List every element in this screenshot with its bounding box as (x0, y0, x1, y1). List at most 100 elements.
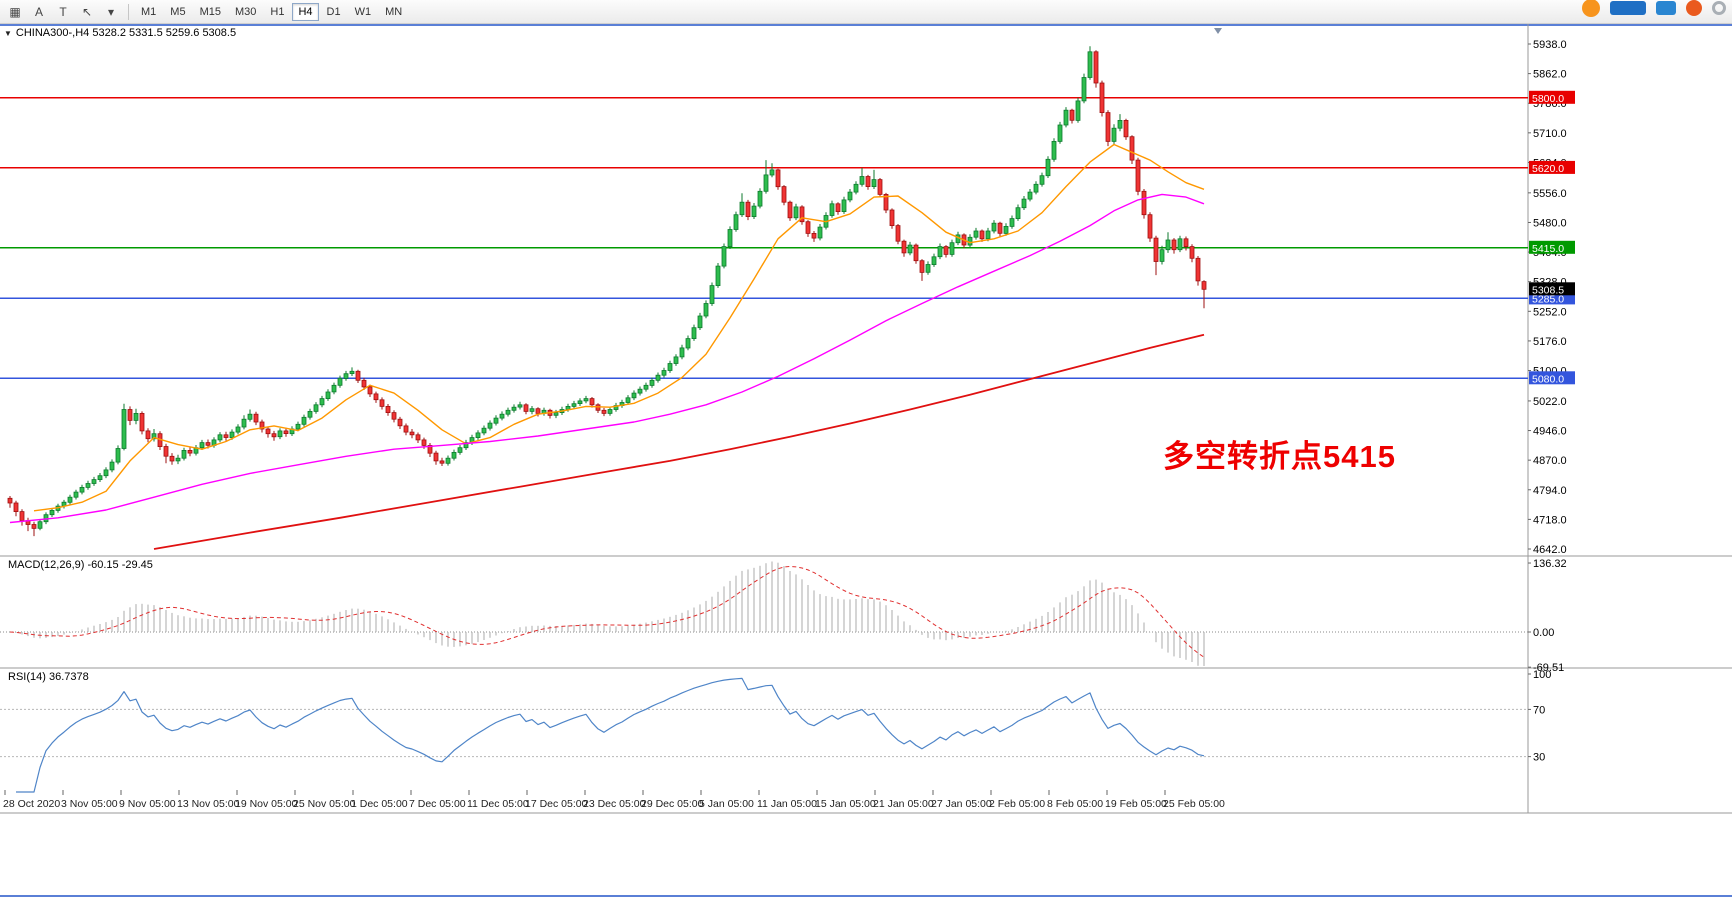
candle-body (1111, 127, 1117, 142)
chart-canvas[interactable]: 5938.05862.05786.05710.05634.05556.05480… (0, 24, 1732, 899)
candle-body (1183, 238, 1189, 248)
candle-body (571, 403, 577, 407)
candle-body (163, 446, 169, 457)
timeframe-w1-button[interactable]: W1 (349, 3, 378, 21)
candle-body (913, 244, 919, 262)
timeframe-d1-button[interactable]: D1 (321, 3, 347, 21)
candle-body (283, 430, 289, 434)
ma-fast-orange (33, 143, 1205, 512)
candle-body (247, 413, 253, 420)
candle-body (235, 426, 241, 433)
rsi-line (16, 677, 1205, 793)
candle-body (847, 191, 853, 201)
candle-body (625, 397, 631, 403)
candle-body (865, 176, 871, 188)
candle-body (931, 256, 937, 266)
date-label: 25 Feb 05:00 (1163, 798, 1225, 810)
candle-body (607, 409, 613, 414)
text-frame-tool-icon[interactable]: T (52, 2, 74, 22)
date-label: 25 Nov 05:00 (293, 798, 356, 810)
timeframe-mn-button[interactable]: MN (379, 3, 408, 21)
candle-body (883, 193, 889, 211)
candle-body (325, 391, 331, 399)
macd-axis-label: -69.51 (1533, 662, 1564, 674)
date-label: 11 Jan 05:00 (757, 798, 817, 810)
candle-body (871, 179, 877, 188)
candle-body (643, 384, 649, 390)
timeframe-m15-button[interactable]: M15 (194, 3, 227, 21)
candle-body (697, 315, 703, 329)
candle-body (7, 497, 13, 504)
candle-body (1039, 175, 1045, 185)
candle-body (277, 430, 283, 438)
candle-body (529, 408, 535, 412)
current-price-badge (1529, 282, 1575, 296)
date-label: 7 Dec 05:00 (409, 798, 466, 810)
date-label: 15 Jan 05:00 (815, 798, 876, 810)
candle-body (1171, 239, 1177, 251)
candle-body (985, 230, 991, 240)
candle-body (397, 418, 403, 427)
candle-body (1177, 238, 1183, 251)
candle-body (1159, 249, 1165, 262)
candle-body (139, 412, 145, 432)
candle-body (1045, 158, 1051, 177)
candle-body (901, 240, 907, 254)
tile-windows-icon[interactable]: ▦ (4, 2, 26, 22)
drawing-tool-group: ▦ A T ↖ ▾ (3, 2, 123, 22)
candle-body (721, 246, 727, 267)
timeframe-m30-button[interactable]: M30 (229, 3, 262, 21)
ma-slow-red (153, 333, 1205, 550)
candle-body (241, 418, 247, 428)
candle-body (427, 444, 433, 454)
chart-text-annotation[interactable]: 多空转折点5415 (1163, 439, 1396, 474)
timeframe-h4-button[interactable]: H4 (292, 3, 319, 21)
candle-body (673, 356, 679, 364)
price-tick-label: 5176.0 (1533, 336, 1567, 348)
draw-tools-caret-icon[interactable]: ▾ (100, 2, 122, 22)
candle-body (829, 203, 835, 216)
candle-body (703, 303, 709, 317)
date-label: 8 Feb 05:00 (1047, 798, 1103, 810)
price-tick-label: 5862.0 (1533, 69, 1567, 81)
candle-body (1015, 207, 1021, 219)
one-click-trading-icon[interactable]: ▼ (4, 28, 12, 38)
candle-body (841, 199, 847, 212)
candle-body (31, 524, 37, 529)
date-label: 17 Dec 05:00 (525, 798, 588, 810)
candle-body (1087, 51, 1093, 78)
candle-body (181, 449, 187, 459)
candle-body (793, 206, 799, 219)
candle-body (1021, 198, 1027, 209)
candle-body (895, 225, 901, 242)
candle-body (1027, 191, 1033, 200)
price-tick-label: 4718.0 (1533, 514, 1567, 526)
candle-body (13, 502, 19, 513)
candle-body (391, 412, 397, 420)
current-price-badge-label: 5308.5 (1532, 284, 1564, 296)
hline-price-badge-label: 5080.0 (1532, 373, 1564, 385)
candle-body (919, 260, 925, 273)
candle-body (589, 398, 595, 406)
date-label: 23 Dec 05:00 (583, 798, 646, 810)
timeframe-h1-button[interactable]: H1 (264, 3, 290, 21)
draw-tools-icon[interactable]: ↖ (76, 2, 98, 22)
logo-mark-blue2-icon (1656, 1, 1676, 15)
timeframe-m1-button[interactable]: M1 (135, 3, 162, 21)
date-label: 27 Jan 05:00 (931, 798, 992, 810)
candle-body (1195, 257, 1201, 282)
date-label: 19 Nov 05:00 (235, 798, 298, 810)
toolbar: ▦ A T ↖ ▾ M1 M5 M15 M30 H1 H4 D1 W1 MN (0, 0, 1732, 24)
date-label: 19 Feb 05:00 (1105, 798, 1167, 810)
window-top-border (0, 24, 1732, 26)
text-label-tool-icon[interactable]: A (28, 2, 50, 22)
timeframe-m5-button[interactable]: M5 (164, 3, 191, 21)
candle-body (115, 448, 121, 463)
candle-body (367, 386, 373, 395)
candle-body (655, 374, 661, 381)
candle-body (121, 409, 127, 449)
price-tick-label: 4946.0 (1533, 426, 1567, 438)
candle-body (787, 201, 793, 219)
candle-body (685, 338, 691, 349)
candle-body (781, 186, 787, 203)
